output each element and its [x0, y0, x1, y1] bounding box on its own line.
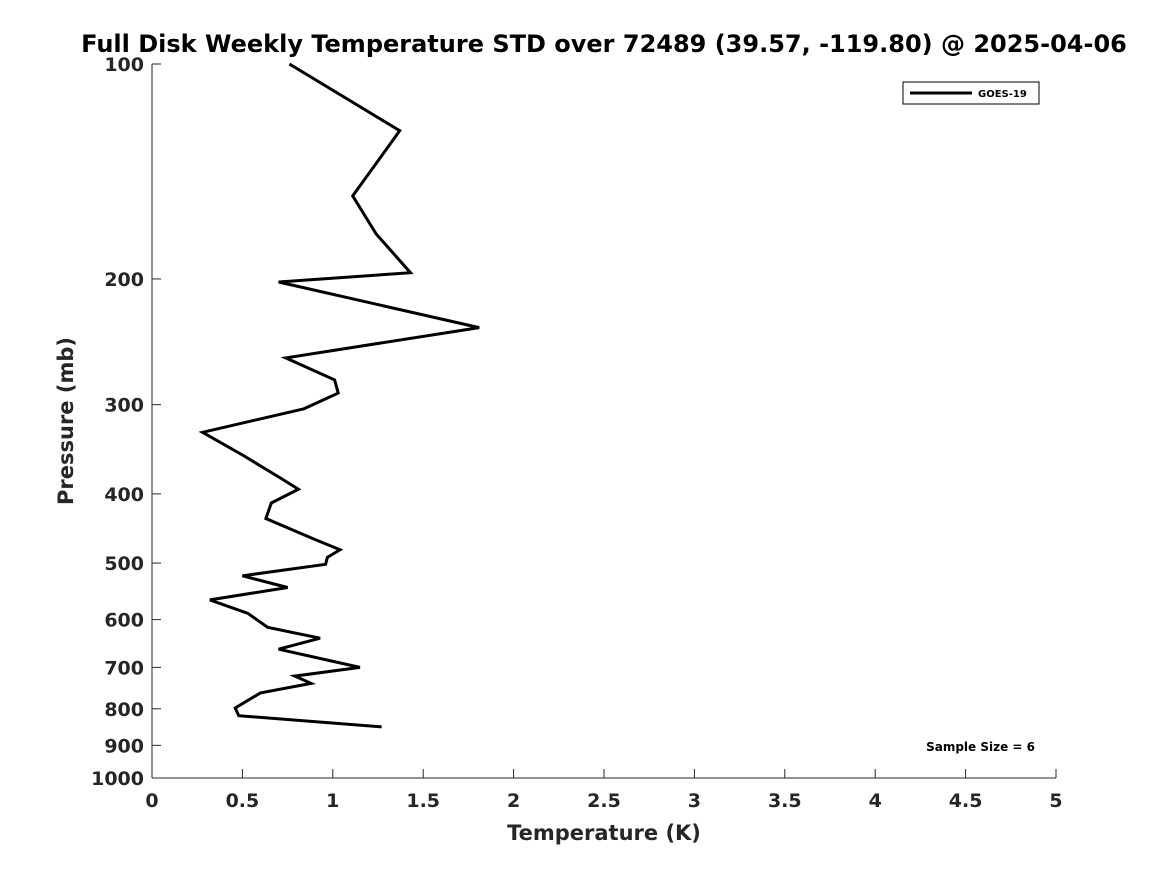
x-tick-label: 5	[1049, 790, 1062, 812]
sample-size-annotation: Sample Size = 6	[926, 740, 1035, 754]
x-tick-label: 2	[507, 790, 520, 812]
x-tick-label: 2.5	[587, 790, 621, 812]
y-tick-label: 900	[104, 735, 144, 757]
series-line-goes-19	[198, 62, 480, 729]
y-tick-label: 500	[104, 553, 144, 575]
x-axis-label: Temperature (K)	[507, 821, 701, 845]
y-tick-label: 600	[104, 610, 144, 632]
y-axis-label: Pressure (mb)	[54, 337, 78, 505]
y-tick-label: 800	[104, 699, 144, 721]
x-tick-label: 0.5	[226, 790, 260, 812]
y-tick-label: 700	[104, 657, 144, 679]
x-tick-label: 3	[688, 790, 701, 812]
y-axis: 100 200 300 400 500 600 700 800 900 1000	[91, 54, 161, 790]
x-tick-label: 1	[326, 790, 339, 812]
series-layer	[198, 62, 480, 729]
y-tick-label: 300	[104, 395, 144, 417]
x-tick-label: 3.5	[768, 790, 802, 812]
y-tick-label: 400	[104, 484, 144, 506]
legend-label-goes-19: GOES-19	[978, 89, 1027, 100]
y-tick-label: 1000	[91, 768, 144, 790]
x-axis: 0 0.5 1 1.5 2 2.5 3 3.5 4 4.5 5	[145, 769, 1063, 812]
chart-title: Full Disk Weekly Temperature STD over 72…	[81, 30, 1127, 58]
y-tick-label: 100	[104, 54, 144, 76]
x-tick-label: 0	[145, 790, 158, 812]
x-tick-label: 4	[869, 790, 882, 812]
y-tick-label: 200	[104, 269, 144, 291]
x-tick-label: 4.5	[949, 790, 983, 812]
x-tick-label: 1.5	[406, 790, 440, 812]
legend: GOES-19	[902, 81, 1040, 105]
